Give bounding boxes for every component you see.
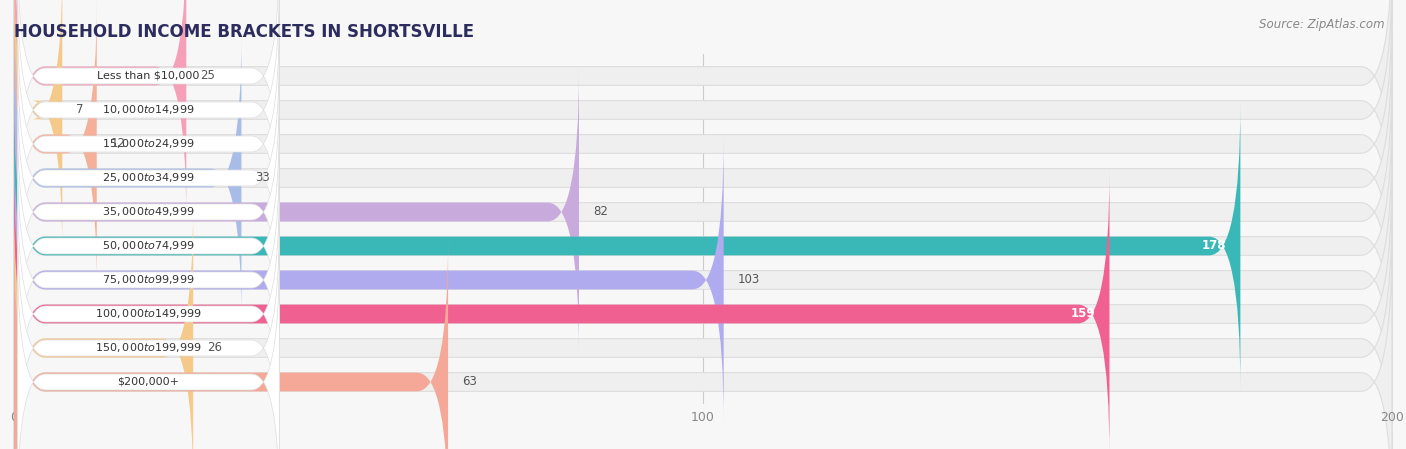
- Text: Source: ZipAtlas.com: Source: ZipAtlas.com: [1260, 18, 1385, 31]
- FancyBboxPatch shape: [17, 16, 280, 272]
- FancyBboxPatch shape: [17, 186, 280, 442]
- FancyBboxPatch shape: [17, 118, 280, 374]
- FancyBboxPatch shape: [14, 0, 1392, 220]
- FancyBboxPatch shape: [14, 170, 1109, 449]
- FancyBboxPatch shape: [14, 102, 1240, 390]
- Text: $75,000 to $99,999: $75,000 to $99,999: [103, 273, 194, 286]
- Text: $200,000+: $200,000+: [118, 377, 180, 387]
- FancyBboxPatch shape: [14, 0, 1392, 254]
- Text: 103: 103: [738, 273, 759, 286]
- Text: $100,000 to $149,999: $100,000 to $149,999: [96, 308, 201, 321]
- Text: Less than $10,000: Less than $10,000: [97, 71, 200, 81]
- FancyBboxPatch shape: [14, 0, 97, 288]
- Text: HOUSEHOLD INCOME BRACKETS IN SHORTSVILLE: HOUSEHOLD INCOME BRACKETS IN SHORTSVILLE: [14, 23, 474, 41]
- FancyBboxPatch shape: [14, 68, 579, 356]
- Text: 63: 63: [463, 375, 477, 388]
- FancyBboxPatch shape: [14, 0, 62, 254]
- FancyBboxPatch shape: [17, 0, 280, 204]
- FancyBboxPatch shape: [14, 34, 1392, 321]
- FancyBboxPatch shape: [14, 136, 1392, 424]
- Text: $10,000 to $14,999: $10,000 to $14,999: [103, 103, 194, 116]
- Text: 178: 178: [1202, 239, 1226, 252]
- FancyBboxPatch shape: [14, 34, 242, 321]
- FancyBboxPatch shape: [14, 102, 1392, 390]
- FancyBboxPatch shape: [17, 254, 280, 449]
- Text: $150,000 to $199,999: $150,000 to $199,999: [96, 342, 201, 355]
- FancyBboxPatch shape: [17, 0, 280, 238]
- Text: 33: 33: [256, 172, 270, 185]
- Text: 7: 7: [76, 103, 83, 116]
- Text: $50,000 to $74,999: $50,000 to $74,999: [103, 239, 194, 252]
- Text: $15,000 to $24,999: $15,000 to $24,999: [103, 137, 194, 150]
- Text: 25: 25: [200, 70, 215, 83]
- FancyBboxPatch shape: [14, 0, 1392, 288]
- FancyBboxPatch shape: [14, 136, 724, 424]
- FancyBboxPatch shape: [17, 84, 280, 340]
- FancyBboxPatch shape: [14, 170, 1392, 449]
- Text: 82: 82: [593, 206, 607, 219]
- Text: 159: 159: [1071, 308, 1095, 321]
- Text: 12: 12: [111, 137, 125, 150]
- Text: $25,000 to $34,999: $25,000 to $34,999: [103, 172, 194, 185]
- FancyBboxPatch shape: [17, 50, 280, 306]
- FancyBboxPatch shape: [14, 204, 193, 449]
- FancyBboxPatch shape: [17, 152, 280, 408]
- FancyBboxPatch shape: [17, 220, 280, 449]
- FancyBboxPatch shape: [14, 238, 449, 449]
- Text: 26: 26: [207, 342, 222, 355]
- FancyBboxPatch shape: [14, 238, 1392, 449]
- FancyBboxPatch shape: [14, 68, 1392, 356]
- FancyBboxPatch shape: [14, 0, 186, 220]
- FancyBboxPatch shape: [14, 204, 1392, 449]
- Text: $35,000 to $49,999: $35,000 to $49,999: [103, 206, 194, 219]
